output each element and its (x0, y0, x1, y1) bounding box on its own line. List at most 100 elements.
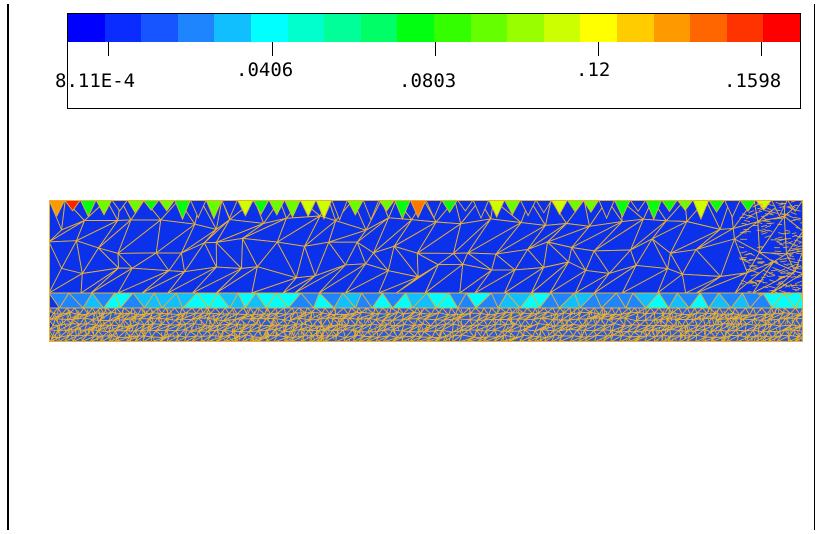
mesh-fine-edge (278, 326, 282, 332)
mesh-fine-edge (786, 271, 796, 275)
mesh-fine-edge (715, 310, 717, 317)
mesh-fine-edge (449, 331, 452, 337)
mesh-fine-edge (64, 327, 67, 333)
mesh-fine-edge (117, 313, 121, 318)
mesh-fine-edge (795, 226, 801, 230)
mesh-fine-edge (766, 207, 773, 212)
mesh-fine-edge (776, 282, 782, 286)
mesh-fine-edge (696, 340, 698, 342)
mesh-fine-edge (178, 321, 180, 326)
mesh-fine-edge (750, 273, 758, 277)
mesh-fine-edge (791, 232, 797, 235)
mesh-fine-edge (115, 311, 117, 316)
legend-label-1: .0406 (236, 59, 294, 81)
mesh-fine-edge (265, 335, 268, 340)
mesh-fine-edge (480, 328, 484, 334)
mesh-fine-edge (421, 327, 424, 332)
mesh-fine-edge (85, 329, 87, 336)
mesh-fine-edge (787, 258, 795, 260)
mesh-fine-edge (72, 320, 75, 325)
mesh-fine-edge (69, 312, 72, 318)
mesh-boundary-element (645, 200, 663, 221)
mesh-fine-edge (791, 207, 796, 210)
mesh-fine-edge (230, 339, 233, 342)
mesh-fine-edge (790, 324, 792, 328)
mesh-fine-edge (276, 319, 279, 324)
mesh-fine-edge (171, 315, 173, 321)
mesh-fine-edge (209, 319, 211, 325)
mesh-fine-edge (73, 314, 76, 319)
legend-swatch (250, 14, 288, 42)
mesh-fine-edge (748, 252, 755, 256)
mesh-fine-edge (172, 334, 175, 339)
mesh-fine-edge (787, 329, 790, 334)
mesh-fine-edge (784, 272, 790, 275)
mesh-fine-edge (659, 318, 662, 326)
mesh-fine-edge (655, 317, 657, 323)
mesh-fine-edge (787, 249, 795, 252)
legend-swatch (433, 14, 471, 42)
mesh-fine-edge (92, 329, 95, 334)
mesh-fine-edge (744, 219, 751, 223)
legend-swatch (397, 14, 434, 42)
mesh-fine-edge (393, 328, 396, 334)
mesh-fine-edge (770, 314, 774, 322)
mesh-boundary-element (755, 200, 773, 211)
mesh-fine-edge (70, 327, 72, 334)
mesh-fine-edge (223, 339, 225, 342)
mesh-fine-edge (790, 276, 797, 278)
mesh-fine-edge (727, 321, 730, 326)
mesh-fine-edge (160, 332, 163, 338)
mesh-fine-edge (636, 311, 639, 319)
mesh-fine-edge (794, 275, 802, 279)
mesh-boundary-element (676, 200, 694, 211)
mesh-fine-edge (788, 254, 794, 258)
mesh-boundary-element (64, 200, 81, 212)
mesh-fine-edge (143, 308, 146, 314)
mesh-fine-edge (541, 326, 544, 333)
mesh-fine-edge (681, 328, 684, 333)
mesh-fine-edge (219, 321, 222, 327)
mesh-fine-edge (122, 321, 126, 327)
mesh-fine-edge (791, 319, 793, 324)
mesh-fine-edge (752, 284, 758, 287)
mesh-fine-edge (727, 328, 730, 334)
mesh-fine-edge (671, 308, 674, 314)
mesh-fine-edge (665, 316, 669, 323)
mesh-boundary-element (236, 200, 254, 217)
mesh-outline (49, 200, 803, 342)
mesh-fine-edge (212, 313, 216, 321)
mesh-fine-edge (95, 326, 99, 334)
mesh-fine-edge (155, 328, 158, 333)
mesh-fine-edge (76, 310, 78, 315)
mesh-fine-edge (272, 323, 274, 330)
mesh-fine-edge (573, 308, 576, 315)
legend-swatch (104, 14, 142, 42)
mesh-fine-edge (77, 310, 80, 315)
mesh-fine-edge (744, 231, 752, 233)
mesh-fine-edge (135, 328, 138, 333)
mesh-fine-edge (256, 309, 260, 316)
mesh-fine-edge (132, 333, 135, 340)
mesh-fine-edge (365, 307, 368, 314)
mesh-fine-edge (215, 318, 218, 324)
mesh-fine-edge (319, 335, 324, 342)
mesh-fine-edge (111, 326, 115, 332)
mesh-fine-edge (709, 316, 711, 320)
mesh-fine-edge (167, 308, 169, 315)
mesh-fine-edge (690, 327, 694, 334)
mesh-fine-edge (134, 334, 138, 341)
mesh-fine-edge (104, 308, 108, 314)
mesh-fine-edge (595, 317, 597, 323)
mesh-fine-edge (77, 312, 81, 319)
mesh-fine-edge (330, 322, 334, 328)
mesh-fine-edge (684, 325, 687, 330)
mesh-fine-edge (100, 311, 103, 318)
mesh-fine-edge (221, 329, 224, 335)
mesh-fine-edge (331, 332, 333, 337)
mesh-fine-edge (767, 275, 775, 277)
mesh-fine-edge (358, 321, 361, 325)
mesh-fine-edge (707, 317, 710, 324)
mesh-fine-edge (106, 324, 109, 330)
mesh-fine-edge (740, 320, 743, 327)
